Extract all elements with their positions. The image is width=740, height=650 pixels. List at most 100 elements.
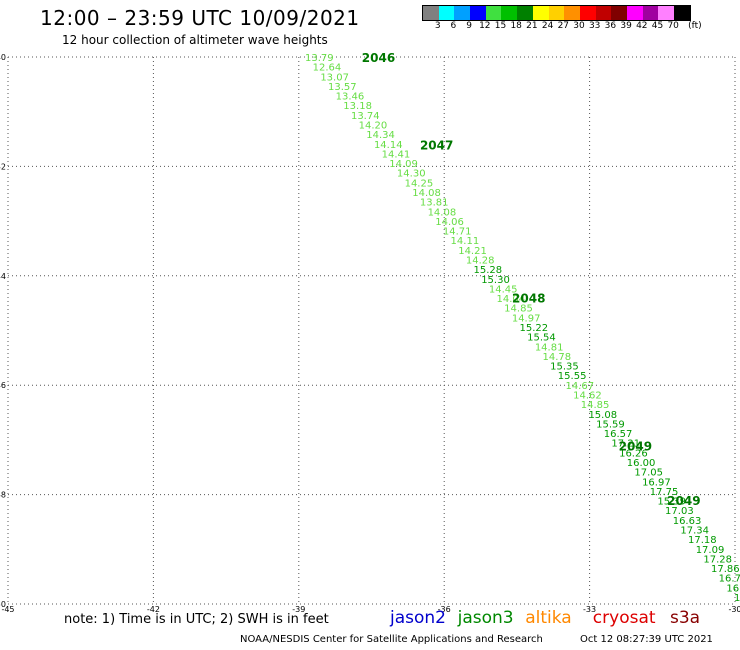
wave-height-value: 15.28	[474, 265, 503, 276]
wave-height-value: 17.28	[703, 554, 732, 565]
color-scale-swatch	[454, 6, 471, 20]
pass-label: 2046	[362, 51, 395, 65]
wave-height-value: 12.64	[313, 63, 342, 74]
wave-height-value: 14.11	[451, 236, 480, 247]
wave-height-value: 17.75	[650, 487, 679, 498]
wave-height-value: 17.86	[711, 564, 740, 575]
pass-label: 2047	[420, 139, 453, 153]
color-scale-swatch	[658, 6, 674, 20]
lat-tick-label: -44	[0, 272, 6, 281]
lon-tick-label: -36	[438, 605, 451, 614]
color-scale-label: 6	[450, 21, 457, 31]
lat-tick-label: -42	[0, 162, 6, 171]
wave-height-value: 14.06	[435, 217, 464, 228]
wave-height-value: 13.57	[328, 82, 357, 93]
pass-label: 2049	[667, 494, 700, 508]
wave-height-value: 13.74	[351, 111, 380, 122]
lat-tick-label: -50	[0, 600, 6, 609]
color-scale-swatch	[642, 6, 659, 20]
satellite-label-jason3: jason3	[457, 608, 514, 628]
wave-height-value: 14.21	[458, 246, 487, 257]
wave-height-value: 14.97	[512, 313, 541, 324]
wave-height-value: 13.18	[343, 101, 372, 112]
timestamp-text: Oct 12 08:27:39 UTC 2021	[580, 634, 713, 645]
lon-tick-label: -33	[583, 605, 596, 614]
wave-height-value: 14.41	[382, 149, 411, 160]
units-note: note: 1) Time is in UTC; 2) SWH is in fe…	[64, 612, 329, 627]
wave-height-value: 15.59	[596, 419, 625, 430]
color-scale-label: 15	[494, 21, 507, 31]
satellite-label-s3a: s3a	[670, 608, 701, 628]
wave-height-value: 17.09	[696, 545, 725, 556]
wave-height-value: 13.79	[305, 53, 334, 64]
wave-height-value: 15.55	[558, 371, 587, 382]
color-scale-label: 21	[526, 21, 538, 31]
wave-height-value: 16.63	[673, 516, 702, 527]
lat-tick-label: -48	[0, 491, 6, 500]
wave-height-value: 15.35	[550, 362, 579, 373]
wave-height-value: 14.25	[405, 178, 434, 189]
credit-text: NOAA/NESDIS Center for Satellite Applica…	[240, 634, 543, 645]
color-scale-swatch	[438, 6, 455, 20]
color-scale-label: 18	[510, 21, 522, 31]
wave-height-value: 17.05	[634, 468, 663, 479]
wave-height-value: 14.78	[542, 352, 571, 363]
wave-height-value: 15.39	[657, 497, 686, 508]
color-scale-label: 9	[466, 21, 472, 31]
color-scale-label: 36	[604, 21, 617, 31]
wave-height-value: 16.78	[719, 574, 740, 585]
wave-height-color-scale	[422, 5, 691, 21]
wave-height-value: 17.21	[611, 439, 640, 450]
wave-height-value: 17.18	[688, 535, 717, 546]
wave-height-value: 14.71	[443, 227, 472, 238]
wave-height-value: 16.26	[619, 448, 648, 459]
color-scale-swatch	[532, 6, 549, 20]
color-scale-swatch	[517, 6, 533, 20]
wave-height-value: 17.03	[665, 506, 694, 517]
wave-height-value: 14.85	[504, 304, 533, 315]
color-scale-unit: (ft)	[688, 21, 702, 31]
color-scale-swatch	[579, 6, 596, 20]
wave-height-value: 15.22	[520, 323, 549, 334]
wave-height-value: 13.07	[320, 72, 349, 83]
lon-tick-label: -42	[147, 605, 160, 614]
wave-height-value: 14.34	[366, 130, 395, 141]
color-scale-label: 45	[651, 21, 664, 31]
wave-height-value: 16.97	[642, 477, 671, 488]
wave-height-value: 16.57	[604, 429, 633, 440]
lon-tick-label: -30	[728, 605, 740, 614]
color-scale-swatch	[501, 6, 518, 20]
color-scale-label: 70	[667, 21, 679, 31]
color-scale-label: 12	[479, 21, 491, 31]
wave-height-value: 14.30	[397, 169, 426, 180]
color-scale-label: 24	[541, 21, 554, 31]
lon-tick-label: -39	[292, 605, 305, 614]
wave-height-value: 17.34	[680, 526, 709, 537]
wave-height-value: 14.08	[428, 207, 457, 218]
wave-height-value: 16	[734, 593, 740, 604]
wave-height-value: 14.28	[466, 256, 495, 267]
satellite-label-jason2: jason2	[390, 608, 446, 628]
color-scale-swatch	[595, 6, 612, 20]
wave-height-value: 14.62	[573, 391, 602, 402]
color-scale-swatch	[626, 6, 643, 20]
map-title: 12:00 – 23:59 UTC 10/09/2021	[40, 6, 360, 30]
lat-tick-label: -46	[0, 381, 6, 390]
wave-height-value: 14.85	[581, 400, 610, 411]
wave-height-value: 14.20	[359, 121, 388, 132]
color-scale-swatch	[485, 6, 502, 20]
color-scale-swatch	[423, 6, 439, 20]
wave-height-value: 16.00	[627, 458, 656, 469]
lon-tick-label: -45	[1, 605, 14, 614]
color-scale-label: 33	[588, 21, 601, 31]
wave-height-value: 14.04	[497, 294, 526, 305]
wave-height-value: 15.54	[527, 333, 556, 344]
wave-height-value: 14.09	[389, 159, 418, 170]
color-scale-label: 39	[620, 21, 632, 31]
wave-height-value: 14.08	[412, 188, 441, 199]
wave-height-value: 14.45	[489, 284, 518, 295]
wave-height-value: 15.30	[481, 275, 510, 286]
wave-height-value: 14.67	[565, 381, 594, 392]
color-scale-label: 3	[434, 21, 441, 31]
